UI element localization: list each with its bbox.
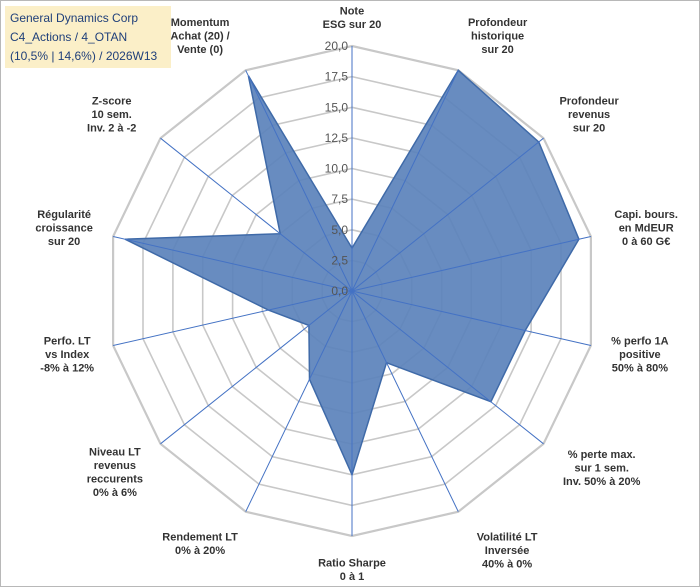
axis-label-line: ESG sur 20	[323, 19, 382, 31]
tick-label: 5,0	[331, 223, 348, 237]
axis-label-line: 0% à 20%	[175, 545, 225, 557]
axis-spoke	[351, 290, 592, 346]
axis-label-line: 0 à 60 G€	[622, 236, 670, 248]
tick-label: 20,0	[325, 39, 349, 53]
axis-label: Rendement LT 0% à 20%	[162, 532, 238, 558]
axis-label: Capi. bours. en MdEUR 0 à 60 G€	[614, 209, 678, 248]
title-line-stats: (10,5% | 14,6%) / 2026W13	[10, 49, 158, 63]
axis-label-line: Inversée	[485, 545, 530, 557]
axis-label-line: Niveau LT	[89, 446, 141, 458]
axis-label: Z-score 10 sem. Inv. 2 à -2	[87, 96, 136, 135]
axis-label: Momentum Achat (20) / Vente (0)	[170, 17, 229, 56]
axis-label-line: Z-score	[92, 96, 132, 108]
axis-label-line: Vente (0)	[177, 44, 223, 56]
axis-label: Note ESG sur 20	[323, 6, 382, 32]
axis-spoke	[351, 137, 544, 292]
axis-label: % perte max. sur 1 sem. Inv. 50% à 20%	[563, 449, 641, 488]
chart-title-box: General Dynamics Corp C4_Actions / 4_OTA…	[5, 6, 171, 68]
axis-label: Perfo. LT vs Index -8% à 12%	[40, 335, 94, 374]
axis-label-line: revenus	[94, 460, 136, 472]
radar-spokes	[112, 46, 592, 536]
axis-label-line: sur 20	[481, 44, 513, 56]
tick-label: 2,5	[331, 253, 348, 267]
axis-label: Ratio Sharpe 0 à 1	[318, 558, 386, 584]
axis-label: Régularité croissance sur 20	[35, 209, 92, 248]
axis-label-line: Régularité	[37, 209, 91, 221]
axis-label-line: croissance	[35, 223, 92, 235]
tick-label: 0,0	[331, 284, 348, 298]
axis-spoke	[245, 290, 353, 512]
axis-label-line: Perfo. LT	[44, 335, 91, 347]
axis-label-line: Capi. bours.	[614, 209, 678, 221]
axis-label-line: Rendement LT	[162, 532, 238, 544]
radar-axis-labels: Note ESG sur 20 Profondeur historique sur 20…	[35, 6, 678, 584]
axis-label-line: en MdEUR	[619, 223, 674, 235]
axis-spoke	[351, 290, 459, 512]
tick-label: 10,0	[325, 162, 349, 176]
axis-label-line: Achat (20) /	[170, 31, 229, 43]
axis-spoke	[351, 70, 459, 292]
axis-spoke	[160, 137, 353, 292]
tick-label: 7,5	[331, 192, 348, 206]
axis-label-line: Note	[340, 6, 364, 18]
axis-spoke	[112, 236, 353, 292]
tick-label: 15,0	[325, 100, 349, 114]
title-line-portfolio: C4_Actions / 4_OTAN	[10, 30, 128, 44]
axis-label-line: 10 sem.	[92, 109, 132, 121]
axis-label-line: 0 à 1	[340, 571, 364, 583]
axis-spoke	[245, 70, 353, 292]
axis-label-line: sur 20	[573, 123, 605, 135]
axis-spoke	[112, 290, 353, 346]
axis-label: Profondeur historique sur 20	[468, 17, 528, 56]
axis-label-line: revenus	[568, 109, 610, 121]
axis-label-line: Inv. 2 à -2	[87, 123, 136, 135]
axis-spoke	[160, 290, 353, 445]
axis-spoke	[351, 290, 544, 445]
axis-label: Profondeur revenus sur 20	[559, 96, 619, 135]
axis-label-line: historique	[471, 31, 524, 43]
title-line-company: General Dynamics Corp	[10, 11, 139, 25]
axis-label-line: 0% à 6%	[93, 487, 137, 499]
axis-label-line: positive	[619, 349, 661, 361]
axis-spoke	[351, 236, 592, 292]
axis-label-line: % perfo 1A	[611, 335, 669, 347]
axis-label-line: % perte max.	[568, 449, 636, 461]
axis-label-line: Momentum	[171, 17, 230, 29]
axis-label-line: -8% à 12%	[40, 362, 94, 374]
axis-label-line: Volatilité LT	[477, 532, 538, 544]
radar-tick-labels: 0,0 2,5 5,0 7,5 10,0 12,5 15,0 17,5 20,0	[325, 39, 349, 298]
axis-label-line: Profondeur	[468, 17, 528, 29]
axis-label: Niveau LT revenus reccurents 0% à 6%	[87, 446, 143, 499]
axis-label-line: Profondeur	[559, 96, 619, 108]
axis-label: % perfo 1A positive 50% à 80%	[611, 335, 669, 374]
axis-label-line: reccurents	[87, 473, 143, 485]
axis-label-line: vs Index	[45, 349, 90, 361]
axis-label-line: 40% à 0%	[482, 559, 532, 571]
tick-label: 12,5	[325, 131, 349, 145]
axis-label-line: sur 20	[48, 236, 80, 248]
axis-label-line: Inv. 50% à 20%	[563, 476, 641, 488]
tick-label: 17,5	[325, 70, 349, 84]
axis-label: Volatilité LT Inversée 40% à 0%	[477, 532, 538, 571]
axis-label-line: 50% à 80%	[612, 362, 668, 374]
axis-label-line: sur 1 sem.	[574, 462, 628, 474]
axis-label-line: Ratio Sharpe	[318, 558, 386, 570]
